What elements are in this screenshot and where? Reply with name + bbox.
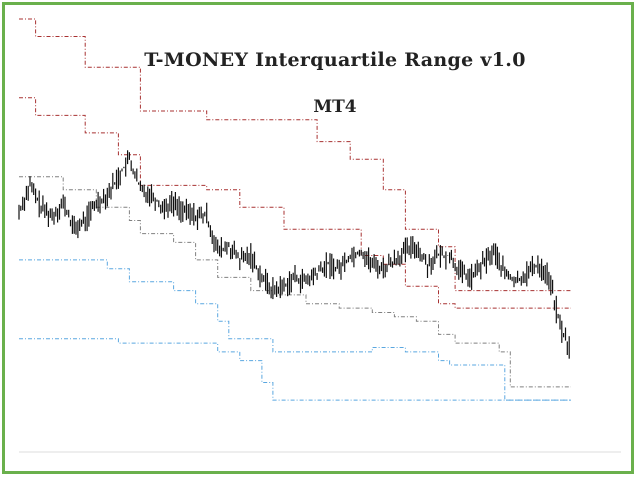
chart-frame: T-MONEY Interquartile Range v1.0 MT4 — [2, 2, 634, 474]
band-line-3 — [19, 176, 571, 388]
price-series — [18, 150, 570, 359]
band-line-4 — [19, 259, 571, 401]
chart-subtitle: MT4 — [313, 97, 357, 117]
band-line-5 — [19, 338, 571, 401]
chart-title: T-MONEY Interquartile Range v1.0 — [144, 49, 526, 71]
chart-plot — [18, 18, 621, 453]
band-line-1 — [19, 18, 571, 292]
band-line-2 — [19, 97, 571, 309]
